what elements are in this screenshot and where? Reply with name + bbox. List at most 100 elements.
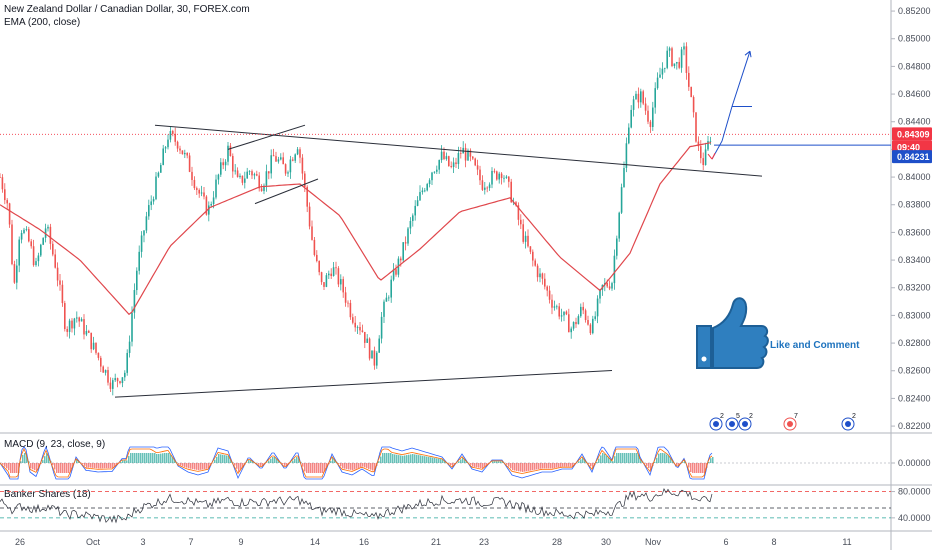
- macd-histogram-bar: [230, 459, 232, 463]
- macd-histogram-bar: [174, 459, 176, 463]
- macd-histogram-bar: [58, 463, 60, 473]
- candle-body: [488, 184, 491, 188]
- candle-body: [284, 164, 287, 174]
- candle-body: [704, 149, 707, 166]
- macd-histogram-bar: [204, 463, 206, 470]
- macd-histogram-bar: [324, 463, 326, 471]
- macd-histogram-bar: [178, 463, 180, 465]
- time-tick-label: 8: [771, 537, 776, 547]
- event-badge[interactable]: 2: [738, 413, 753, 431]
- macd-histogram-bar: [378, 461, 380, 463]
- event-badge-count: 2: [720, 413, 724, 420]
- time-axis[interactable]: 26 Oct 3 7 9 14 16 21 23 28 30 Nov 6 8 11: [15, 537, 852, 547]
- candle-body: [191, 171, 193, 180]
- candle-body: [109, 382, 112, 389]
- macd-histogram-bar: [414, 454, 416, 463]
- countdown-tag: 09:40: [897, 142, 920, 152]
- event-badge-dot: [742, 421, 748, 427]
- macd-histogram-bar: [464, 459, 466, 463]
- candle-body: [464, 147, 467, 161]
- macd-histogram-bar: [588, 463, 590, 465]
- candle-body: [625, 143, 628, 168]
- candle-body: [452, 162, 455, 167]
- candle-body: [311, 226, 313, 240]
- macd-histogram-bar: [708, 461, 710, 463]
- candle-body: [676, 62, 678, 64]
- time-tick-label: 16: [359, 537, 369, 547]
- macd-histogram-bar: [630, 453, 632, 463]
- candle-body: [443, 151, 445, 160]
- candle-body: [289, 159, 292, 173]
- candle-body: [611, 283, 613, 289]
- macd-histogram-bar: [110, 463, 112, 469]
- candle-body: [172, 131, 174, 134]
- macd-histogram-bar: [272, 457, 274, 463]
- macd-histogram-bar: [354, 463, 356, 470]
- candle-body: [596, 298, 599, 317]
- candle-body: [546, 286, 548, 291]
- macd-histogram-bar: [418, 455, 420, 463]
- macd-legend: MACD (9, 23, close, 9): [4, 439, 106, 450]
- candle-body: [520, 219, 522, 225]
- event-badges[interactable]: 2 5 2 7 2: [709, 413, 856, 431]
- candle-body: [64, 303, 66, 330]
- macd-histogram-bar: [596, 461, 598, 463]
- macd-histogram-bar: [494, 461, 496, 463]
- candle-body: [503, 177, 505, 179]
- macd-histogram-bar: [644, 463, 646, 464]
- macd-histogram-bar: [318, 463, 320, 473]
- candle-body: [678, 62, 680, 68]
- macd-histogram-bar: [544, 463, 546, 469]
- candle-body: [352, 317, 354, 323]
- candle-body: [143, 230, 145, 236]
- macd-histogram-bar: [598, 458, 600, 463]
- countdown-tag-bg: [892, 140, 932, 154]
- macd-histogram-bar: [2, 463, 4, 465]
- macd-histogram-bar: [154, 453, 156, 463]
- candle-body: [560, 315, 563, 317]
- event-badge[interactable]: 2: [841, 413, 856, 431]
- macd-histogram-bar: [402, 455, 404, 463]
- candle-body: [20, 232, 23, 240]
- macd-histogram-bar: [628, 453, 630, 463]
- candle-body: [419, 192, 421, 201]
- macd-histogram-bar: [70, 463, 72, 472]
- macd-histogram-bar: [384, 453, 386, 463]
- trend-line: [114, 369, 613, 398]
- event-badge[interactable]: 5: [725, 413, 740, 431]
- candle-body: [208, 205, 210, 215]
- macd-histogram-bar: [346, 463, 348, 470]
- macd-histogram-bar: [284, 463, 286, 466]
- candle-body: [632, 99, 635, 110]
- candle-body: [707, 141, 709, 150]
- macd-histogram-bar: [380, 456, 382, 463]
- candle-body: [270, 155, 272, 174]
- event-badge[interactable]: 2: [709, 413, 724, 431]
- candle-body: [205, 196, 208, 215]
- macd-histogram-bar: [470, 463, 472, 465]
- candle-body: [438, 160, 440, 170]
- ema-line: [0, 142, 712, 316]
- macd-histogram-bar: [218, 454, 220, 463]
- candle-body: [16, 265, 18, 283]
- candle-body: [0, 177, 1, 178]
- macd-histogram-bar: [648, 463, 650, 469]
- macd-histogram-bar: [568, 463, 570, 467]
- macd-histogram-bar: [158, 454, 160, 463]
- candle-body: [308, 206, 311, 227]
- candle-body: [222, 162, 224, 166]
- candle-body: [551, 299, 553, 308]
- macd-histogram-bar: [498, 461, 500, 463]
- candle-body: [668, 48, 671, 51]
- event-badge[interactable]: 7: [783, 413, 798, 431]
- macd-histogram-bar: [578, 461, 580, 463]
- candle-body: [179, 148, 181, 151]
- macd-histogram-bar: [678, 463, 680, 466]
- macd-histogram-bar: [134, 453, 136, 463]
- candle-body: [11, 224, 13, 265]
- candle-body: [155, 176, 157, 200]
- price-axis[interactable]: 0.85200 0.85000 0.84800 0.84600 0.84400 0.842…: [891, 6, 931, 431]
- price-tick-label: 0.84600: [898, 89, 931, 99]
